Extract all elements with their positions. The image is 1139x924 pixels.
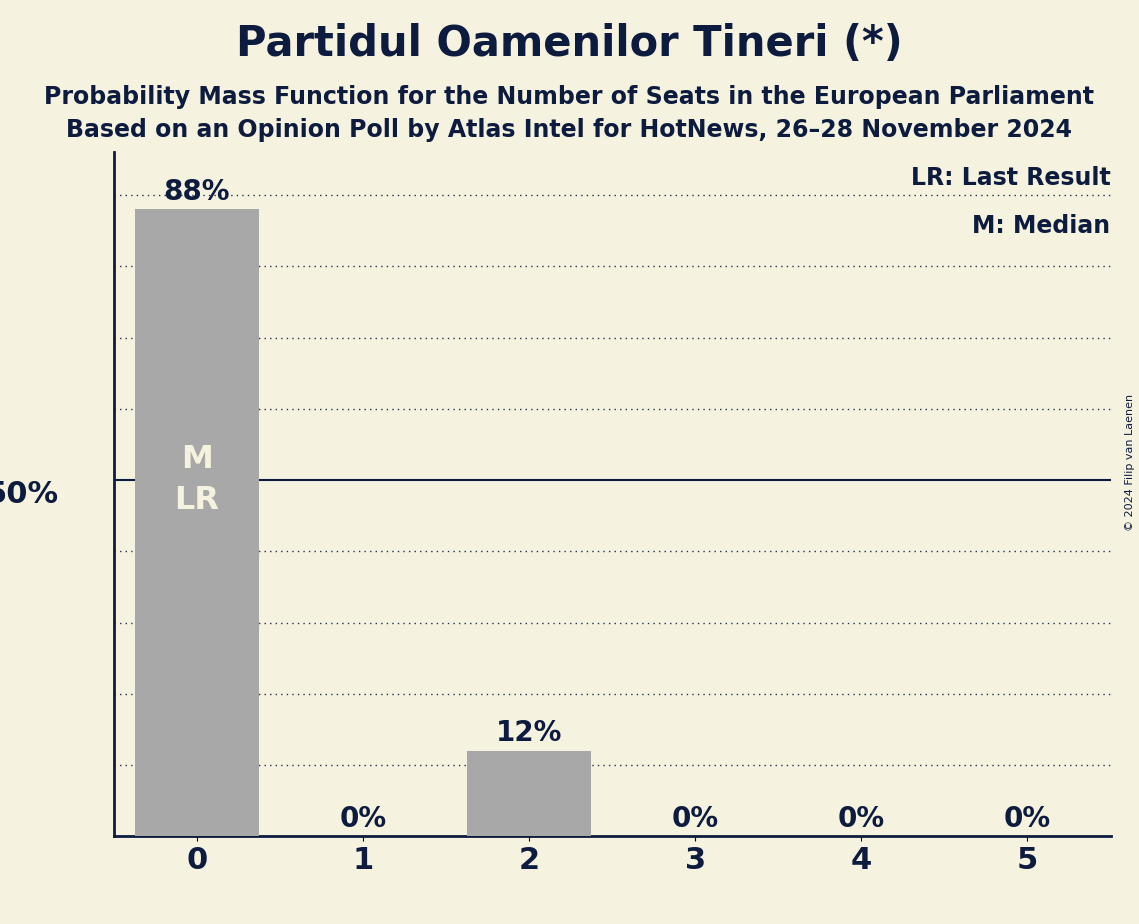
Text: 0%: 0%	[339, 805, 386, 833]
Text: 50%: 50%	[0, 480, 59, 509]
Text: Based on an Opinion Poll by Atlas Intel for HotNews, 26–28 November 2024: Based on an Opinion Poll by Atlas Intel …	[66, 118, 1073, 142]
Bar	[467, 750, 591, 836]
Text: 0%: 0%	[838, 805, 885, 833]
Bar	[134, 210, 260, 836]
Text: 0%: 0%	[1003, 805, 1051, 833]
Text: LR: Last Result: LR: Last Result	[911, 166, 1111, 190]
Text: 0%: 0%	[672, 805, 719, 833]
Text: 12%: 12%	[495, 719, 563, 748]
Text: Partidul Oamenilor Tineri (*): Partidul Oamenilor Tineri (*)	[236, 23, 903, 65]
Text: 88%: 88%	[164, 178, 230, 206]
Text: © 2024 Filip van Laenen: © 2024 Filip van Laenen	[1125, 394, 1134, 530]
Text: M
LR: M LR	[174, 444, 220, 516]
Text: Probability Mass Function for the Number of Seats in the European Parliament: Probability Mass Function for the Number…	[44, 85, 1095, 109]
Text: M: Median: M: Median	[973, 214, 1111, 238]
